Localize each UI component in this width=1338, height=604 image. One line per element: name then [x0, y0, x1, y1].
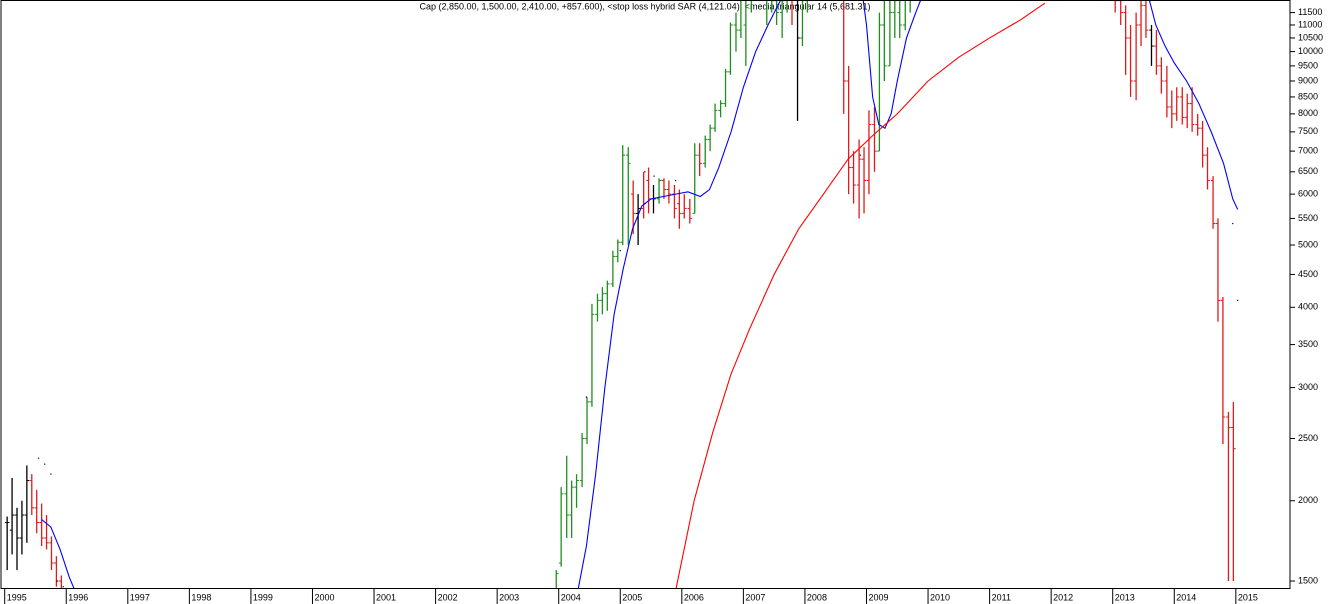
- y-tick-label: 3500: [1298, 339, 1318, 349]
- sar-dot: [644, 171, 646, 173]
- sar-dot: [619, 250, 621, 252]
- sar-dot: [653, 175, 655, 177]
- x-tick-label: 1999: [253, 592, 273, 602]
- x-tick-label: 1995: [7, 592, 27, 602]
- x-tick-label: 2008: [807, 592, 827, 602]
- x-tick-label: 1997: [130, 592, 150, 602]
- x-tick-label: 2013: [1115, 592, 1135, 602]
- y-tick-label: 4500: [1298, 269, 1318, 279]
- x-tick-label: 2003: [499, 592, 519, 602]
- y-tick-label: 10000: [1298, 46, 1323, 56]
- sar-dot: [37, 457, 40, 459]
- y-tick-label: 3000: [1298, 382, 1318, 392]
- sar-dot: [56, 580, 58, 582]
- y-tick-label: 5500: [1298, 213, 1318, 223]
- sar-dot: [859, 154, 861, 156]
- sar-dot: [585, 396, 588, 398]
- x-tick-label: 2002: [438, 592, 458, 602]
- x-tick-label: 2001: [376, 592, 396, 602]
- chart-title: Cap (2,850.00, 1,500.00, 2,410.00, +857.…: [419, 1, 870, 11]
- y-tick-label: 6000: [1298, 189, 1318, 199]
- sar-dot: [1237, 299, 1239, 302]
- plot-area: [4, 0, 1239, 588]
- y-tick-label: 6500: [1298, 166, 1318, 176]
- y-tick-label: 8500: [1298, 91, 1318, 101]
- x-tick-label: 2005: [622, 592, 642, 602]
- y-tick-label: 9500: [1298, 60, 1318, 70]
- y-tick-label: 9000: [1298, 75, 1318, 85]
- x-tick-label: 2009: [868, 592, 888, 602]
- x-tick-label: 2010: [930, 592, 950, 602]
- y-tick-label: 7000: [1298, 145, 1318, 155]
- x-tick-label: 2012: [1053, 592, 1073, 602]
- plot-frame: [0, 0, 1291, 589]
- y-tick-label: 11000: [1298, 19, 1322, 29]
- y-tick-label: 7500: [1298, 126, 1318, 136]
- x-tick-label: 2004: [561, 592, 581, 602]
- x-tick-label: 1996: [68, 592, 88, 602]
- y-tick-label: 5000: [1298, 239, 1318, 249]
- x-tick-label: 2014: [1176, 592, 1196, 602]
- moving-average-line: [675, 2, 1046, 588]
- sar-dot: [62, 586, 64, 588]
- x-tick-label: 2007: [745, 592, 765, 602]
- y-tick-label: 2500: [1298, 433, 1318, 443]
- x-tick-label: 1998: [191, 592, 211, 602]
- sar-dot: [50, 473, 52, 475]
- y-tick-label: 2000: [1298, 495, 1318, 505]
- y-tick-label: 10500: [1298, 32, 1323, 42]
- x-tick-label: 2000: [314, 592, 334, 602]
- y-tick-label: 4000: [1298, 302, 1318, 312]
- sar-dot: [1232, 222, 1234, 225]
- moving-average-line: [41, 0, 1239, 588]
- x-tick-label: 2015: [1238, 592, 1258, 602]
- y-tick-label: 1500: [1298, 575, 1318, 585]
- y-tick-label: 11500: [1298, 7, 1322, 17]
- x-tick-label: 2011: [992, 592, 1011, 602]
- sar-dot: [675, 179, 677, 182]
- x-tick-label: 2006: [684, 592, 704, 602]
- sar-dot: [44, 463, 46, 465]
- y-tick-label: 8000: [1298, 108, 1318, 118]
